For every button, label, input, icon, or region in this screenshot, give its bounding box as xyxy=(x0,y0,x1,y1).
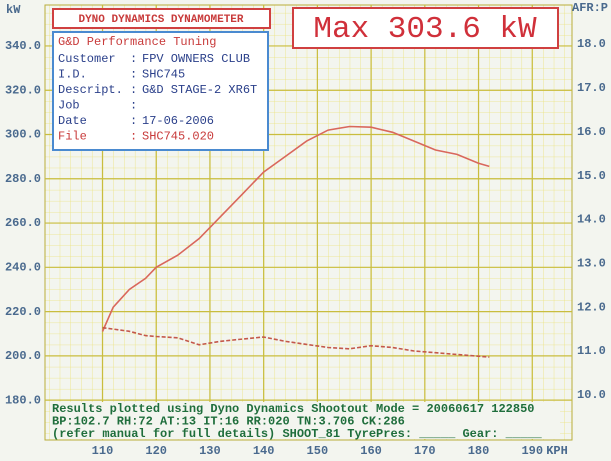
footer-box xyxy=(50,402,560,439)
info-separator: : xyxy=(130,52,137,66)
y2-tick-label: 15.0 xyxy=(577,169,606,183)
info-heading: G&D Performance Tuning xyxy=(58,35,216,49)
info-value: SHC745.020 xyxy=(142,130,214,144)
x-tick-label: 130 xyxy=(199,444,221,458)
info-separator: : xyxy=(130,68,137,82)
info-box xyxy=(52,31,269,151)
footer-line: Results plotted using Dyno Dynamics Shoo… xyxy=(52,402,534,416)
data-line xyxy=(101,125,490,332)
info-separator: : xyxy=(130,130,137,144)
info-separator: : xyxy=(130,99,137,113)
info-label: Descript. xyxy=(58,83,123,97)
footer-line: (refer manual for full details) SHOOT_81… xyxy=(52,427,542,441)
y2-tick-label: 14.0 xyxy=(577,213,606,227)
info-separator: : xyxy=(130,114,137,128)
y2-tick-label: 16.0 xyxy=(577,125,606,139)
info-value: SHC745 xyxy=(142,68,185,82)
y-tick-label: 240.0 xyxy=(5,261,41,275)
info-label: Customer xyxy=(58,52,116,66)
annotation: Max 303.6 kW xyxy=(313,12,537,47)
y2-tick-label: 18.0 xyxy=(577,37,606,51)
y2-tick-label: 17.0 xyxy=(577,81,606,95)
y-tick-label: 340.0 xyxy=(5,39,41,53)
y2-tick-label: 11.0 xyxy=(577,344,606,358)
info-value: 17-06-2006 xyxy=(142,114,214,128)
x-tick-label: 110 xyxy=(92,444,114,458)
y-axis-label: kW xyxy=(6,3,21,17)
info-value: FPV OWNERS CLUB xyxy=(142,52,250,66)
info-label: Job xyxy=(58,99,80,113)
x-tick-label: 120 xyxy=(145,444,167,458)
y-tick-label: 200.0 xyxy=(5,349,41,363)
x-tick-label: 160 xyxy=(360,444,382,458)
y-tick-label: 260.0 xyxy=(5,216,41,230)
info-label: File xyxy=(58,130,87,144)
y2-tick-label: 12.0 xyxy=(577,300,606,314)
y-tick-label: 300.0 xyxy=(5,128,41,142)
info-value: G&D STAGE-2 XR6T xyxy=(142,83,257,97)
title-box xyxy=(52,8,271,29)
info-separator: : xyxy=(130,83,137,97)
x-tick-label: 190 xyxy=(521,444,543,458)
y2-tick-label: 13.0 xyxy=(577,256,606,270)
annotation-box xyxy=(292,7,559,49)
info-label: I.D. xyxy=(58,68,87,82)
y-tick-label: 180.0 xyxy=(5,393,41,407)
info-label: Date xyxy=(58,114,87,128)
y-tick-label: 280.0 xyxy=(5,172,41,186)
footer-line: BP:102.7 RH:72 AT:13 IT:16 RR:020 TN:3.7… xyxy=(52,415,405,429)
x-axis-label: KPH xyxy=(546,444,568,458)
x-tick-label: 140 xyxy=(253,444,275,458)
y2-axis-label: AFR:P xyxy=(572,1,608,15)
y-tick-label: 320.0 xyxy=(5,83,41,97)
x-tick-label: 180 xyxy=(468,444,490,458)
x-tick-label: 170 xyxy=(414,444,436,458)
chart-title: DYNO DYNAMICS DYNAMOMETER xyxy=(78,14,243,26)
x-tick-label: 150 xyxy=(307,444,329,458)
y-tick-label: 220.0 xyxy=(5,305,41,319)
y2-tick-label: 10.0 xyxy=(577,388,606,402)
